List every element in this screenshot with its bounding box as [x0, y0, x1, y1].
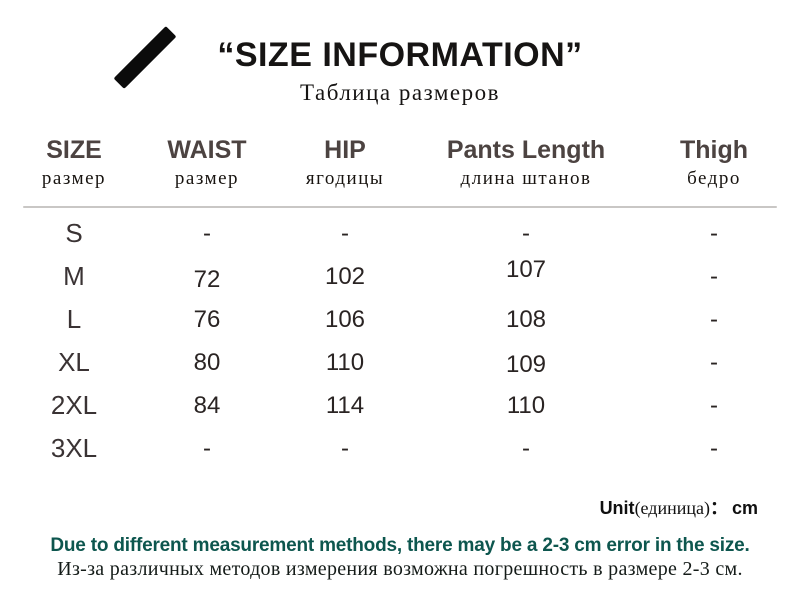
table-row: S - - - -	[0, 212, 800, 255]
unit-colon: ：	[709, 498, 728, 518]
unit-note: Unit(единица)： cm	[600, 494, 758, 520]
col-header-pants-length-en: Pants Length	[446, 136, 606, 164]
col-header-waist: WAIST размер	[148, 134, 266, 192]
cell-thigh: -	[710, 219, 718, 247]
cell-size: 2XL	[50, 390, 98, 420]
cell-waist: 84	[193, 391, 221, 419]
cell-hip: -	[341, 219, 349, 247]
col-header-waist-ru: размер	[174, 168, 240, 189]
unit-label-ru: (единица)	[634, 498, 710, 518]
col-header-pants-length: Pants Length длина штанов	[424, 134, 628, 192]
cell-thigh: -	[710, 305, 718, 333]
cell-pants-length: 109	[505, 350, 547, 378]
header-divider	[23, 206, 777, 208]
cell-thigh: -	[710, 434, 718, 462]
cell-size: S	[65, 218, 83, 248]
cell-waist: 80	[193, 348, 221, 376]
cell-pants-length: -	[522, 219, 530, 247]
col-header-hip-en: HIP	[324, 136, 366, 164]
table-row: M 72 102 107 -	[0, 255, 800, 298]
cell-waist: -	[203, 219, 211, 247]
table-row: XL 80 110 109 -	[0, 341, 800, 384]
cell-pants-length: 108	[505, 305, 547, 333]
cell-size: L	[66, 304, 82, 334]
cell-pants-length: 110	[506, 391, 546, 419]
col-header-size: SIZE размер	[0, 134, 148, 192]
cell-size: 3XL	[50, 433, 98, 463]
cell-pants-length: 107	[505, 255, 547, 283]
disclaimer-en: Due to different measurement methods, th…	[50, 535, 750, 556]
unit-label-en: Unit	[599, 498, 635, 518]
cell-hip: 114	[325, 391, 365, 419]
cell-thigh: -	[710, 348, 718, 376]
cell-hip: 110	[325, 348, 365, 376]
table-row: L 76 106 108 -	[0, 298, 800, 341]
col-header-waist-en: WAIST	[167, 136, 247, 164]
cell-size: M	[63, 261, 85, 291]
cell-size: XL	[58, 347, 90, 377]
unit-value: cm	[731, 498, 758, 518]
col-header-hip-ru: ягодицы	[305, 168, 385, 189]
table-row: 3XL - - - -	[0, 427, 800, 470]
cell-hip: -	[341, 434, 349, 462]
cell-hip: 106	[324, 305, 366, 333]
cell-waist: -	[203, 434, 211, 462]
col-header-size-ru: размер	[41, 168, 107, 189]
col-header-thigh: Thigh бедро	[628, 134, 800, 192]
page-title: “SIZE INFORMATION”	[217, 36, 583, 74]
cell-waist: 72	[193, 265, 221, 293]
cell-waist: 76	[193, 305, 221, 333]
cell-hip: 102	[324, 262, 366, 290]
cell-thigh: -	[710, 262, 718, 290]
table-header-row: SIZE размер WAIST размер HIP ягодицы Pan…	[0, 134, 800, 192]
col-header-pants-length-ru: длина штанов	[460, 168, 592, 189]
col-header-hip: HIP ягодицы	[266, 134, 424, 192]
cell-pants-length: -	[522, 434, 530, 462]
table-row: 2XL 84 114 110 -	[0, 384, 800, 427]
col-header-size-en: SIZE	[46, 136, 102, 164]
cell-thigh: -	[710, 391, 718, 419]
col-header-thigh-ru: бедро	[687, 168, 741, 189]
size-table: SIZE размер WAIST размер HIP ягодицы Pan…	[0, 134, 800, 470]
page-subtitle-ru: Таблица размеров	[300, 80, 500, 105]
col-header-thigh-en: Thigh	[679, 136, 749, 164]
disclaimer-ru: Из-за различных методов измерения возмож…	[57, 558, 743, 580]
